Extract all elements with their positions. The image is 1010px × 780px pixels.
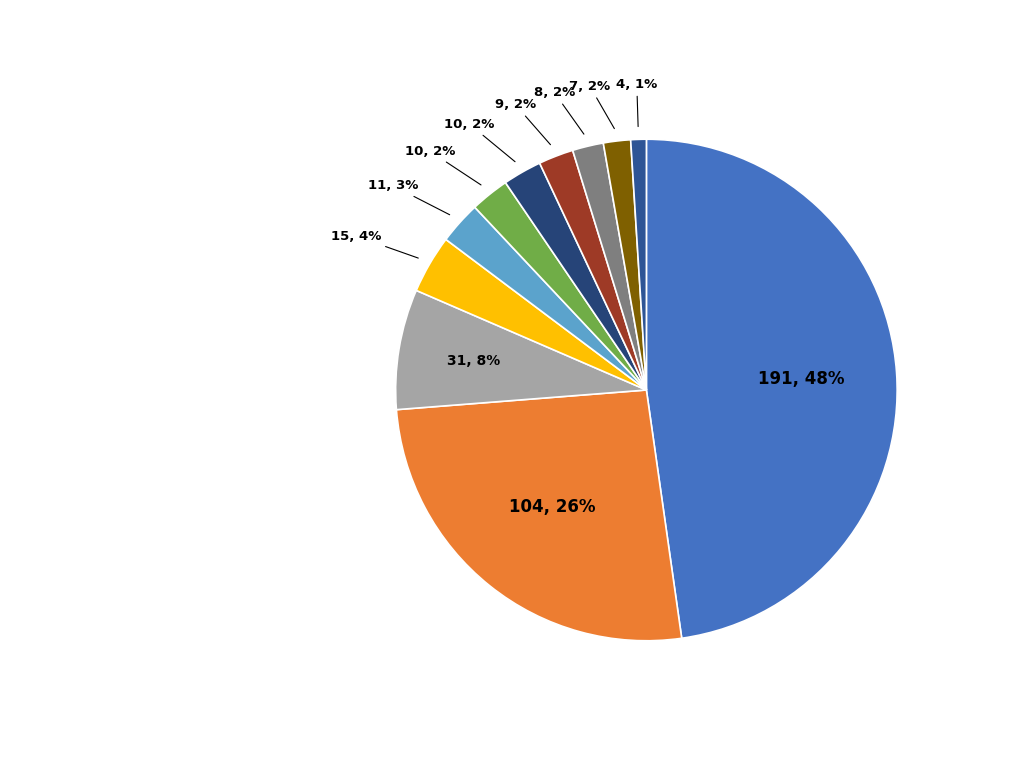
Wedge shape [396,390,682,640]
Wedge shape [416,239,646,390]
Text: 104, 26%: 104, 26% [509,498,596,516]
Text: 15, 4%: 15, 4% [331,230,418,258]
Wedge shape [539,151,646,390]
Wedge shape [630,140,646,390]
Text: 10, 2%: 10, 2% [405,145,481,185]
Text: 4, 1%: 4, 1% [616,78,658,126]
Wedge shape [475,183,646,390]
Wedge shape [573,143,646,390]
Text: 11, 3%: 11, 3% [368,179,449,214]
Text: 31, 8%: 31, 8% [446,354,500,368]
Wedge shape [396,290,646,410]
Wedge shape [505,163,646,390]
Text: 191, 48%: 191, 48% [759,370,844,388]
Text: 8, 2%: 8, 2% [533,86,584,134]
Text: 9, 2%: 9, 2% [495,98,550,144]
Text: 7, 2%: 7, 2% [570,80,614,129]
Wedge shape [445,207,646,390]
Wedge shape [603,140,646,390]
Text: 10, 2%: 10, 2% [444,118,515,161]
Wedge shape [646,140,897,638]
